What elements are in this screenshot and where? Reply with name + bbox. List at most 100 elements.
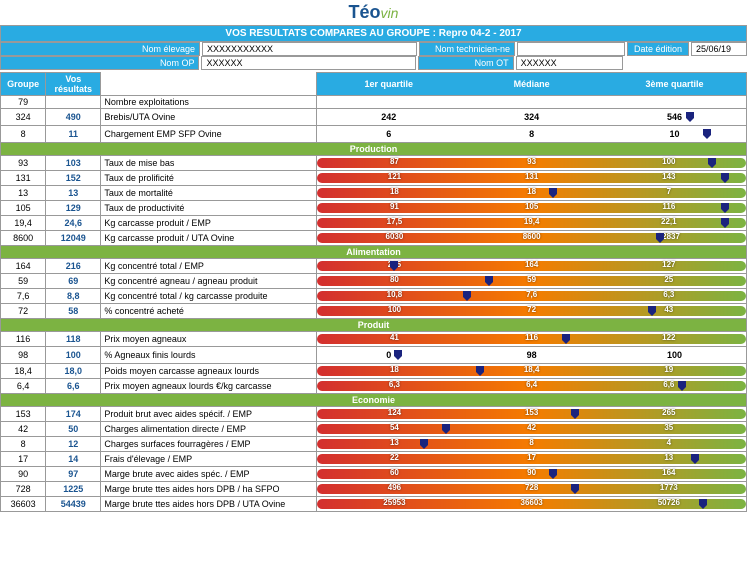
nom-ot-lbl: Nom OT (418, 56, 514, 70)
cell-groupe: 153 (1, 407, 46, 422)
cell-label: Kg concentré total / EMP (101, 259, 317, 274)
cell-chart: 259533660350726 (317, 497, 747, 512)
section-header: Economie (1, 394, 747, 407)
marker-icon (442, 424, 450, 434)
cell-groupe: 7,6 (1, 289, 46, 304)
q1-val: 6,3 (389, 380, 400, 389)
quartile-bar: 544235 (317, 422, 746, 436)
q1-val: 22 (390, 453, 399, 462)
marker-icon (721, 218, 729, 228)
cell-chart: 544235 (317, 422, 747, 437)
col-q3: 3ème quartile (603, 79, 746, 89)
cell-chart: 41116122 (317, 332, 747, 347)
cell-result: 490 (46, 109, 101, 126)
cell-chart: 205164127 (317, 259, 747, 274)
cell-result: 103 (46, 156, 101, 171)
cell-result: 6,6 (46, 379, 101, 394)
med-val: 131 (525, 172, 538, 181)
q1-val: 124 (388, 408, 401, 417)
quartile-bar: 91105116 (317, 201, 746, 215)
col-q1: 1er quartile (317, 79, 460, 89)
header-row-2: Nom OP XXXXXX Nom OT XXXXXX (0, 56, 747, 70)
data-row: 1714Frais d'élevage / EMP221713 (1, 452, 747, 467)
cell-label: Taux de prolificité (101, 171, 317, 186)
marker-icon (476, 366, 484, 376)
q3-val: 6,6 (663, 380, 674, 389)
cell-result (46, 96, 101, 109)
marker-icon (485, 276, 493, 286)
q3-val: 265 (662, 408, 675, 417)
med-val: 18,4 (524, 365, 540, 374)
date-val: 25/06/19 (691, 42, 747, 56)
data-row: 7258% concentré acheté1007243 (1, 304, 747, 319)
cell-label: Produit brut avec aides spécif. / EMP (101, 407, 317, 422)
med-val: 8600 (523, 232, 541, 241)
cell-groupe: 17 (1, 452, 46, 467)
cell-label: Kg carcasse produit / EMP (101, 216, 317, 231)
quartile-bar: 124153265 (317, 407, 746, 421)
cell-result: 58 (46, 304, 101, 319)
data-row: 105129Taux de productivité91105116 (1, 201, 747, 216)
q3-val: 50726 (658, 498, 680, 507)
quartile-bar: 18 18,4 19 (317, 364, 746, 378)
section-title: Alimentation (1, 246, 747, 259)
q3-val: 122 (662, 333, 675, 342)
cell-groupe: 19,4 (1, 216, 46, 231)
data-row: 7281225Marge brute ttes aides hors DPB /… (1, 482, 747, 497)
q3-val: 19 (664, 365, 673, 374)
main-table: Groupe Vos résultats 1er quartile Médian… (0, 72, 747, 512)
marker-icon (703, 129, 711, 139)
med-val: 7,6 (526, 290, 537, 299)
section-header: Alimentation (1, 246, 747, 259)
cell-label: Kg concentré agneau / agneau produit (101, 274, 317, 289)
med-val: 90 (527, 468, 536, 477)
section-header: Produit (1, 319, 747, 332)
quartile-bar: 10,87,66,3 (317, 289, 746, 303)
cell-label: Taux de mise bas (101, 156, 317, 171)
q3-val: 7 (667, 187, 671, 196)
marker-icon (549, 188, 557, 198)
cell-chart: 18187 (317, 186, 747, 201)
cell-groupe: 90 (1, 467, 46, 482)
data-row: 860012049Kg carcasse produit / UTA Ovine… (1, 231, 747, 246)
cell-label: % concentré acheté (101, 304, 317, 319)
cell-groupe: 324 (1, 109, 46, 126)
marker-icon (420, 439, 428, 449)
quartile-bar: 18187 (317, 186, 746, 200)
q1-val: 87 (390, 157, 399, 166)
q3-val: 4 (667, 438, 671, 447)
q3-val: 164 (662, 468, 675, 477)
col-med: Médiane (460, 79, 603, 89)
data-row: 18,418,0Poids moyen carcasse agneaux lou… (1, 364, 747, 379)
marker-icon (699, 499, 707, 509)
q1-val: 18 (390, 365, 399, 374)
cell-chart: 121131143 (317, 171, 747, 186)
cell-result: 174 (46, 407, 101, 422)
cell-result: 18,0 (46, 364, 101, 379)
q1-val: 80 (390, 275, 399, 284)
quartile-plain: 098100 (317, 347, 746, 363)
q1-val: 54 (390, 423, 399, 432)
marker-icon (394, 350, 402, 360)
med-val: 72 (527, 305, 536, 314)
data-row: 153174Produit brut avec aides spécif. / … (1, 407, 747, 422)
q3-val: 22,1 (661, 217, 677, 226)
q3-val: 35 (664, 423, 673, 432)
logo: Téovin (0, 0, 747, 25)
data-row: 324490Brebis/UTA Ovine242324546 (1, 109, 747, 126)
cell-chart: 18 18,4 19 (317, 364, 747, 379)
cell-chart: 10,87,66,3 (317, 289, 747, 304)
cell-groupe: 98 (1, 347, 46, 364)
cell-result: 152 (46, 171, 101, 186)
cell-label: Marge brute ttes aides hors DPB / UTA Ov… (101, 497, 317, 512)
q1-val: 0 (317, 350, 460, 360)
cell-chart: 4967281773 (317, 482, 747, 497)
med-val: 18 (527, 187, 536, 196)
q1-val: 6030 (386, 232, 404, 241)
q3-val: 116 (662, 202, 675, 211)
q1-val: 91 (390, 202, 399, 211)
cell-label: Chargement EMP SFP Ovine (101, 126, 317, 143)
quartile-bar: 8793100 (317, 156, 746, 170)
med-val: 324 (460, 112, 603, 122)
data-row: 5969Kg concentré agneau / agneau produit… (1, 274, 747, 289)
